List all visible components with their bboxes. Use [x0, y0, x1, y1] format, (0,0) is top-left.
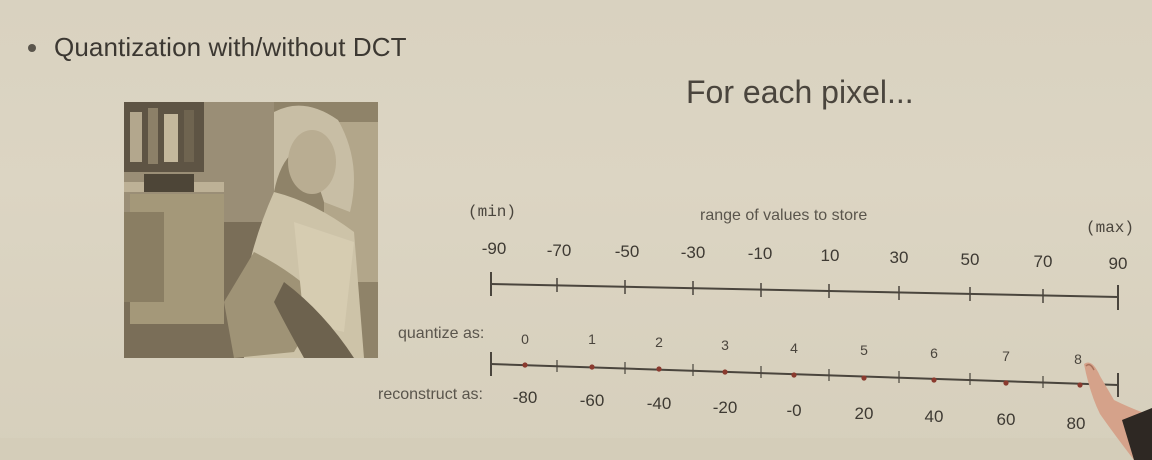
quantize-value: 4: [790, 340, 798, 356]
quantize-point: [522, 362, 528, 368]
bullet-text: Quantization with/without DCT: [54, 32, 407, 62]
quantize-value: 5: [860, 342, 868, 358]
reconstruct-value: -40: [646, 394, 672, 413]
quantize-point: [861, 375, 867, 381]
quantize-value: 1: [588, 331, 596, 347]
quantize-point: [791, 372, 797, 378]
max-label: (max): [1086, 219, 1135, 237]
min-label: (min): [468, 203, 517, 221]
reconstruct-value: 80: [1066, 414, 1086, 433]
quantize-line: [490, 363, 1119, 386]
quantize-point: [1003, 380, 1009, 386]
reconstruct-value: -0: [786, 401, 802, 420]
quantize-point: [656, 366, 662, 372]
range-tick-label: -90: [481, 239, 507, 258]
quantize-points: [522, 362, 1083, 388]
range-tick-label: -10: [747, 244, 773, 263]
quantize-point: [931, 377, 937, 383]
photo-illustration: [124, 102, 378, 358]
quantize-ticks: [490, 352, 1119, 397]
range-tick-label: 70: [1033, 252, 1053, 271]
quantize-point: [589, 364, 595, 370]
range-tick-label: -50: [614, 242, 640, 261]
quantize-value: 7: [1002, 348, 1010, 364]
range-tick-label: 30: [889, 248, 909, 267]
reconstruct-value: 20: [854, 404, 874, 423]
quantize-value: 6: [930, 345, 938, 361]
range-caption: range of values to store: [700, 207, 868, 224]
reconstruct-value: -80: [512, 388, 538, 407]
quantize-label: quantize as:: [398, 325, 485, 342]
reconstruct-value: -20: [712, 398, 738, 417]
bottom-band: [0, 438, 1152, 460]
bullet-icon: [28, 43, 36, 52]
reconstruct-label: reconstruct as:: [378, 386, 483, 403]
slide-subtitle: For each pixel...: [686, 74, 914, 110]
range-tick-label: -70: [546, 241, 572, 260]
bullet-item: Quantization with/without DCT: [28, 32, 407, 63]
reconstruct-value: 60: [996, 410, 1016, 429]
quantize-value: 3: [721, 337, 729, 353]
range-ticks: [490, 272, 1119, 310]
range-tick-label: -30: [680, 243, 706, 262]
pointing-hand-icon: [1084, 362, 1152, 460]
grayscale-photo: [124, 102, 378, 358]
reconstruct-value: -60: [579, 391, 605, 410]
quantize-value: 2: [655, 334, 663, 350]
range-tick-label: 90: [1108, 254, 1128, 273]
quantize-point: [722, 369, 728, 375]
range-tick-label: 50: [960, 250, 980, 269]
range-line: [490, 283, 1119, 298]
quantize-value: 0: [521, 331, 529, 347]
quantize-point: [1077, 382, 1083, 388]
quantize-value: 8: [1074, 351, 1082, 367]
range-tick-label: 10: [820, 246, 840, 265]
reconstruct-value: 40: [924, 407, 944, 426]
